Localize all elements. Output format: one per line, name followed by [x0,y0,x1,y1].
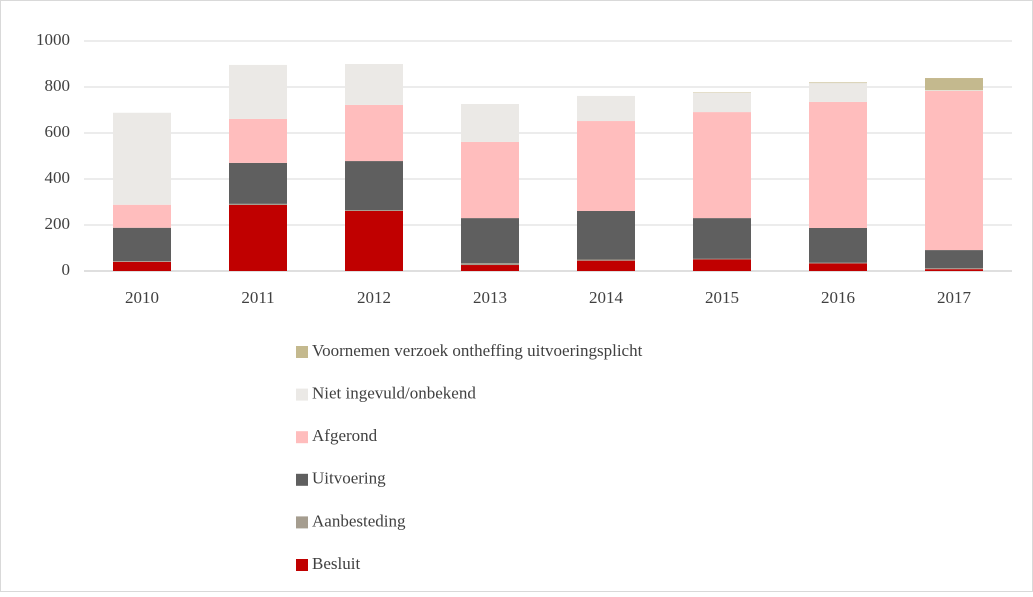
bar-segment [925,269,983,271]
bar-segment [693,112,751,218]
x-tick-label: 2015 [705,288,739,307]
bar-segment [461,218,519,263]
bar-segment [345,64,403,105]
bar-segment [461,265,519,271]
bar-segment [577,96,635,121]
legend-label: Afgerond [312,426,378,445]
bar-segment [113,261,171,262]
bar-segment [809,102,867,228]
legend-swatch [296,516,308,528]
legend-swatch [296,346,308,358]
bar-segment [693,93,751,112]
bar-segment [113,113,171,205]
bar-segment [113,262,171,271]
bar-segment [461,104,519,142]
bar-segment [345,161,403,210]
bar-segment [809,228,867,263]
x-tick-label: 2013 [473,288,507,307]
y-tick-label: 1000 [36,30,70,49]
x-tick-label: 2012 [357,288,391,307]
bar-segment [229,204,287,205]
bar-segment [577,121,635,211]
bar-segment [925,78,983,90]
bar-segment [925,250,983,268]
legend-label: Voornemen verzoek ontheffing uitvoerings… [312,341,643,360]
bar-segment [229,65,287,119]
bar-segment [345,210,403,211]
y-tick-label: 600 [45,122,71,141]
legend-label: Aanbesteding [312,511,406,530]
bar-segment [345,105,403,161]
x-tick-label: 2010 [125,288,159,307]
bar-segment [461,142,519,218]
x-tick-label: 2017 [937,288,972,307]
bar-segment [229,163,287,204]
y-tick-label: 200 [45,214,71,233]
bar-segment [925,268,983,269]
bar-segment [809,263,867,264]
bar-segment [577,261,635,271]
bar-segment [809,82,867,83]
legend-label: Niet ingevuld/onbekend [312,384,476,403]
bar-segment [577,211,635,260]
bar-segment [693,218,751,259]
legend-swatch [296,559,308,571]
bar-segment [809,83,867,102]
bar-segment [113,205,171,228]
bar-segment [229,119,287,163]
legend-swatch [296,474,308,486]
bar-segment [925,90,983,91]
y-tick-label: 400 [45,168,71,187]
x-tick-label: 2014 [589,288,624,307]
bar-segment [577,260,635,261]
bar-segment [693,260,751,272]
bar-segment [809,263,867,271]
legend-label: Uitvoering [312,469,386,488]
legend-swatch [296,431,308,443]
bar-segment [113,228,171,261]
legend-swatch [296,389,308,401]
bar-segment [461,263,519,265]
bar-segment [925,91,983,250]
bar-segment [229,205,287,271]
bar-segment [345,211,403,271]
x-tick-label: 2016 [821,288,855,307]
legend-label: Besluit [312,554,360,573]
y-tick-label: 800 [45,76,71,95]
y-tick-label: 0 [62,260,71,279]
bar-segment [693,259,751,260]
x-tick-label: 2011 [241,288,274,307]
